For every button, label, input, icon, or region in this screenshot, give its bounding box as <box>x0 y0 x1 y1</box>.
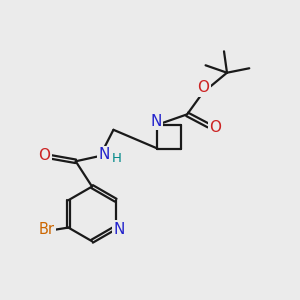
Text: Br: Br <box>38 223 54 238</box>
Text: N: N <box>98 147 110 162</box>
Text: N: N <box>151 114 162 129</box>
Text: O: O <box>38 148 50 163</box>
Text: N: N <box>114 222 125 237</box>
Text: H: H <box>112 152 122 165</box>
Text: O: O <box>209 120 221 135</box>
Text: O: O <box>197 80 209 95</box>
